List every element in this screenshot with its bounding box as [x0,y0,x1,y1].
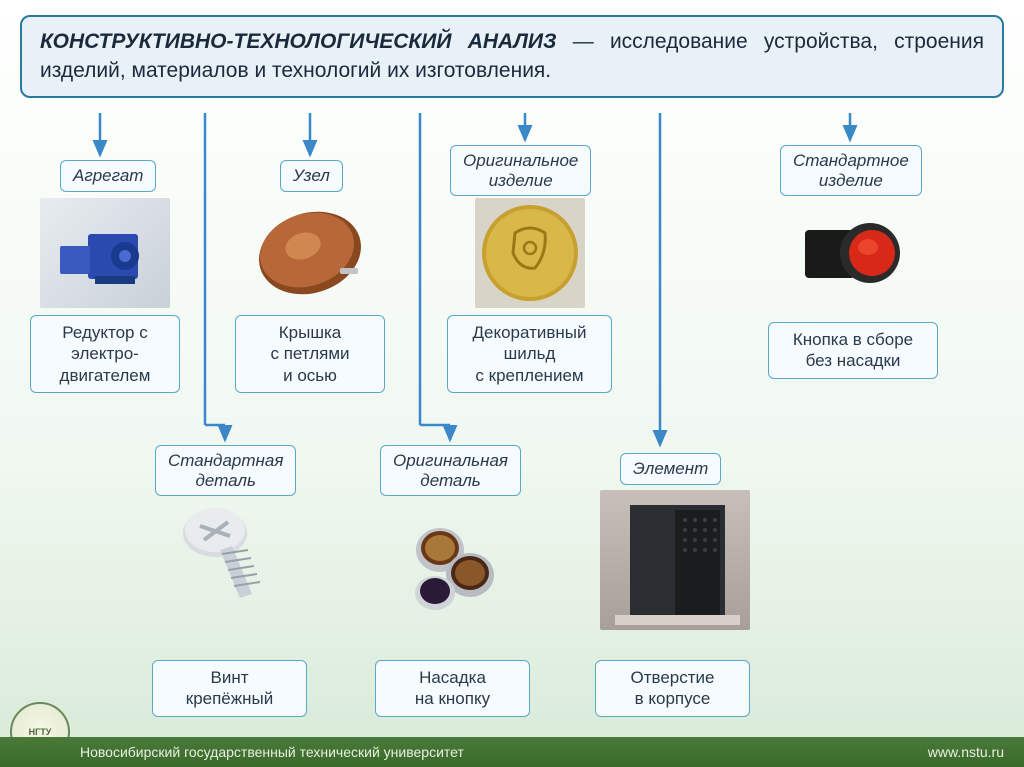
image-button-assy [790,205,910,300]
node-original-part: Оригинальнаядеталь [380,445,521,496]
footer-org: Новосибирский государственный технически… [80,744,464,760]
header-definition: КОНСТРУКТИВНО-ТЕХНОЛОГИЧЕСКИЙ АНАЛИЗ — и… [20,15,1004,98]
footer-bar: Новосибирский государственный технически… [0,737,1024,767]
image-shield [475,198,585,308]
image-lid [245,198,375,308]
caption-lid: Крышкас петлямии осью [235,315,385,393]
image-nozzle [400,505,510,625]
node-original-product: Оригинальноеизделие [450,145,591,196]
node-assembly: Узел [280,160,343,192]
image-screw [170,498,290,628]
caption-gearbox: Редуктор сэлектро-двигателем [30,315,180,393]
footer-url: www.nstu.ru [928,744,1004,760]
node-standard-product: Стандартноеизделие [780,145,922,196]
header-title-bold: КОНСТРУКТИВНО-ТЕХНОЛОГИЧЕСКИЙ АНАЛИЗ [40,30,557,53]
caption-hole: Отверстиев корпусе [595,660,750,717]
node-aggregate: Агрегат [60,160,156,192]
node-standard-part: Стандартнаядеталь [155,445,296,496]
caption-shield: Декоративныйшильдс креплением [447,315,612,393]
caption-nozzle: Насадкана кнопку [375,660,530,717]
caption-screw: Винткрепёжный [152,660,307,717]
image-case [600,490,750,630]
node-element: Элемент [620,453,721,485]
image-gearbox [40,198,170,308]
caption-button-assy: Кнопка в сборебез насадки [768,322,938,379]
